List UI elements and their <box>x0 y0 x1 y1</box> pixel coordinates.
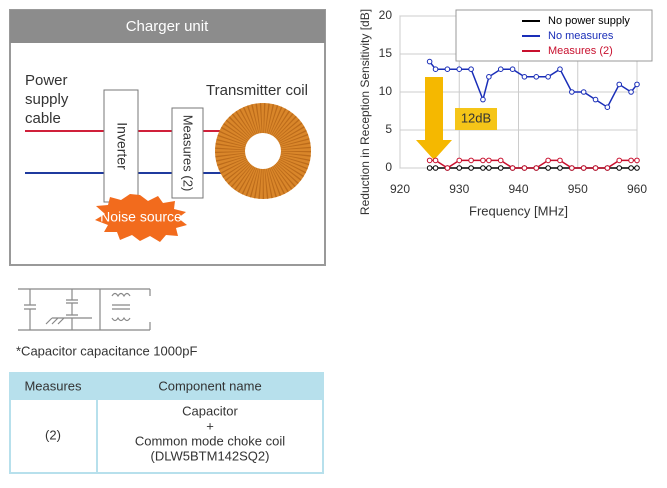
point <box>569 165 575 171</box>
point <box>444 66 451 72</box>
point <box>545 74 551 80</box>
point <box>634 165 640 171</box>
x-tick-label: 950 <box>568 182 588 196</box>
point <box>569 89 575 95</box>
point <box>426 58 433 65</box>
point <box>533 74 540 80</box>
point <box>509 165 516 171</box>
point <box>468 157 474 164</box>
x-tick-label: 960 <box>627 182 647 196</box>
inverter-label: Inverter <box>114 122 130 170</box>
y-tick-label: 5 <box>385 122 392 136</box>
point <box>480 96 486 103</box>
point <box>580 89 587 95</box>
point <box>426 165 433 171</box>
point <box>480 165 486 171</box>
point <box>456 157 463 164</box>
table-cell: (DLW5BTM142SQ2) <box>151 448 270 463</box>
y-tick-label: 20 <box>379 8 393 22</box>
point <box>444 165 451 171</box>
point <box>497 66 504 72</box>
table-cell: + <box>206 418 214 433</box>
chart: 0 5 10 15 20 920 930 940 950 960 Frequency [MHz] Re… <box>358 8 653 218</box>
measures-label: Measures (2) <box>181 115 196 192</box>
point <box>557 157 563 164</box>
x-tick-label: 920 <box>390 182 410 196</box>
point <box>604 104 611 110</box>
cable-label: cable <box>25 110 61 127</box>
point <box>509 66 516 72</box>
schematic <box>18 288 151 331</box>
coil-winding <box>215 103 311 199</box>
point <box>616 157 623 164</box>
y-tick-label: 15 <box>379 46 393 60</box>
point <box>592 96 599 103</box>
x-tick-label: 930 <box>449 182 469 196</box>
point <box>628 89 634 95</box>
point <box>557 165 563 171</box>
table-header: Component name <box>158 378 261 393</box>
point <box>432 157 439 164</box>
noise-burst <box>95 194 187 242</box>
legend-box <box>455 9 653 62</box>
table-cell: Capacitor <box>182 403 238 418</box>
table-cell: Common mode choke coil <box>135 433 285 448</box>
point <box>486 165 492 171</box>
legend-label: No power supply <box>548 15 630 27</box>
point <box>634 81 640 88</box>
point <box>616 165 623 171</box>
point <box>628 157 634 164</box>
y-tick-label: 10 <box>379 84 393 98</box>
arrow <box>416 77 452 160</box>
point <box>497 165 504 171</box>
annotation-box <box>455 108 497 130</box>
annotation: 12dB <box>461 110 491 125</box>
charger-title: Charger unit <box>126 18 209 35</box>
cable-label: Power <box>25 72 68 89</box>
point <box>545 157 551 164</box>
point <box>480 157 486 164</box>
point <box>468 66 474 72</box>
point <box>456 165 463 171</box>
point <box>557 66 563 72</box>
note: *Capacitor capacitance 1000pF <box>16 343 197 358</box>
table-header: Measures <box>24 378 82 393</box>
point <box>486 74 492 80</box>
noise-label: Noise source <box>100 209 182 225</box>
point <box>486 157 492 164</box>
point <box>634 157 640 164</box>
charger-header <box>10 10 325 43</box>
point <box>545 165 551 171</box>
point <box>521 74 528 80</box>
point <box>497 157 504 164</box>
point <box>521 165 528 171</box>
point <box>533 165 540 171</box>
point <box>592 165 599 171</box>
point <box>580 165 587 171</box>
table-header-bg <box>10 373 323 400</box>
table-cell: (2) <box>45 427 61 442</box>
point <box>432 165 439 171</box>
point <box>468 165 474 171</box>
y-tick-label: 0 <box>385 160 392 174</box>
measures-box <box>171 107 204 199</box>
point <box>604 165 611 171</box>
legend-label: Measures (2) <box>548 45 613 57</box>
point <box>432 66 439 72</box>
y-axis-label: Reduction in Reception Sensitivity [dB] <box>358 9 372 215</box>
table-border <box>9 372 324 474</box>
point <box>616 81 623 88</box>
cable-label: supply <box>25 91 69 108</box>
legend-label: No measures <box>548 30 614 42</box>
point <box>426 157 433 164</box>
x-axis-label: Frequency [MHz] <box>469 203 568 218</box>
point <box>628 165 634 171</box>
x-tick-label: 940 <box>508 182 528 196</box>
point <box>456 66 463 72</box>
coil-label: Transmitter coil <box>206 82 308 99</box>
